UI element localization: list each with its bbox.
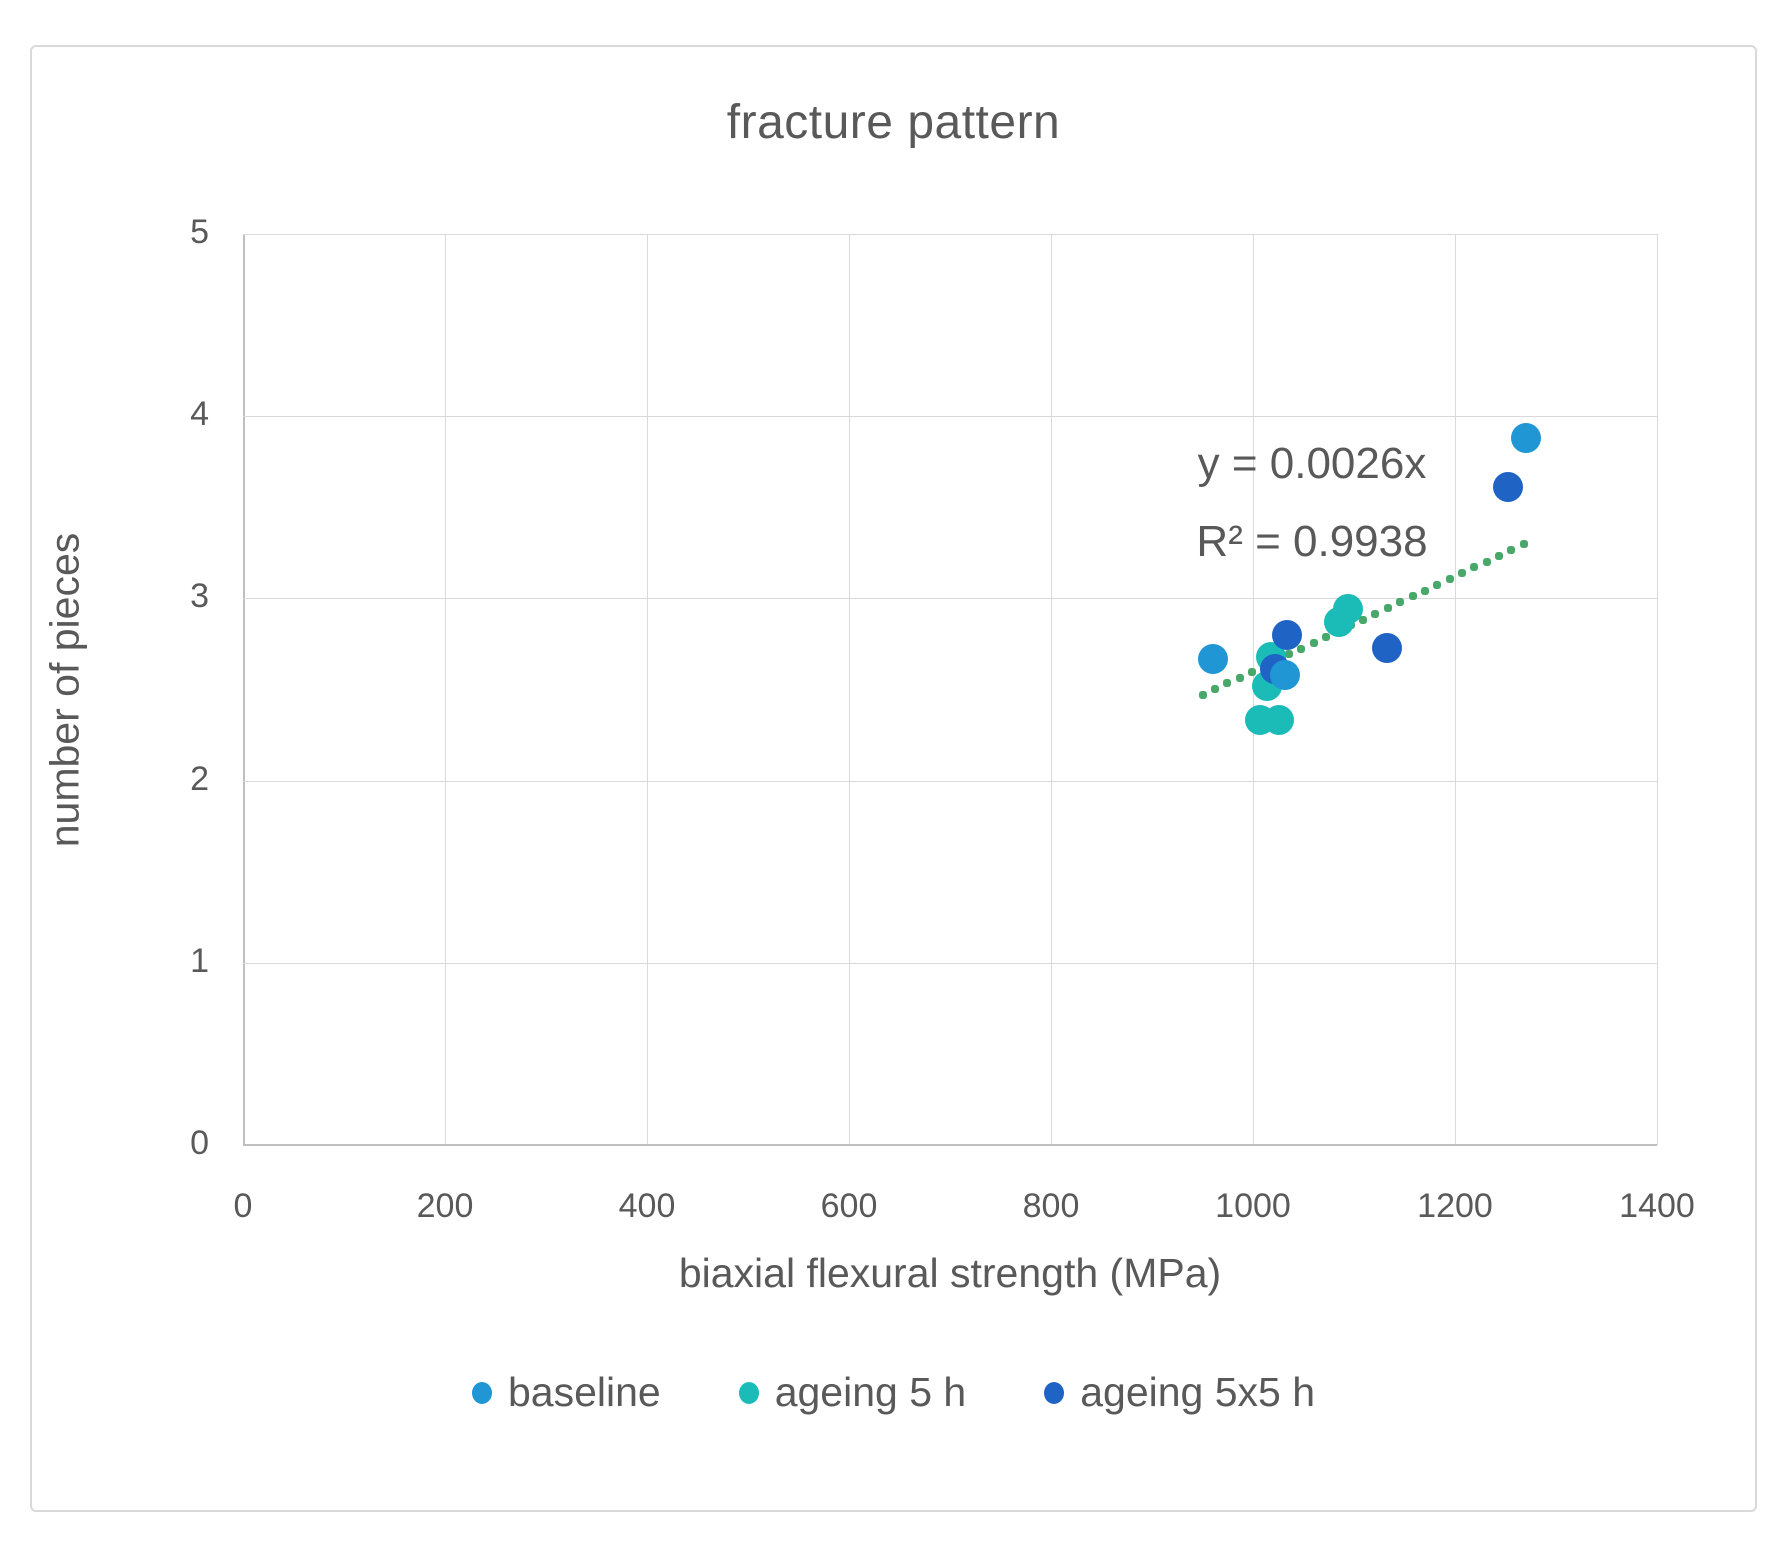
y-tick-label: 5 [190,213,209,251]
trendline-dot [1322,633,1331,642]
horizontal-gridline [243,234,1657,235]
x-tick-label: 600 [820,1187,878,1225]
trendline-dot [1297,644,1306,653]
legend-item-baseline: baseline [471,1369,661,1416]
y-axis-title: number of pieces [41,532,88,848]
trendline-dot [1284,650,1293,659]
data-point-ageing-5x5-h [1272,619,1303,650]
horizontal-gridline [243,416,1657,418]
y-tick-label: 1 [190,941,209,980]
data-point-ageing-5-h [1332,594,1363,625]
trendline-dot [1420,586,1429,595]
data-point-baseline [1197,643,1228,674]
ageing-5h-marker-icon [738,1381,759,1404]
trendline-dot [1383,604,1392,613]
chart-frame: fracture pattern y = 0.0026x R² = 0.9938… [30,45,1757,1512]
plot-area [243,234,1658,1146]
trendline-dot [1309,638,1318,647]
y-tick-label: 0 [190,1124,209,1162]
legend: baseline ageing 5 h ageing 5x5 h [32,1369,1755,1416]
trendline-dot [1519,540,1528,549]
vertical-gridline [445,234,446,1145]
ageing-5x5h-marker-icon [1044,1381,1065,1404]
chart-title: fracture pattern [726,96,1061,149]
trendline-dot [1507,546,1516,555]
legend-item-ageing-5x5h: ageing 5x5 h [1044,1369,1315,1416]
trendline-dot [1445,575,1454,584]
trendline-dot [1359,615,1368,624]
y-tick-label: 4 [190,395,209,434]
x-tick-label: 0 [233,1187,253,1225]
x-tick-label: 1000 [1215,1187,1291,1225]
trendline-dot [1457,569,1466,578]
legend-label-ageing-5h: ageing 5 h [774,1369,967,1415]
horizontal-gridline [243,962,1657,964]
trendline-equation: y = 0.0026x [1197,439,1427,488]
data-point-ageing-5x5-h [1372,632,1403,663]
y-axis-line [243,234,245,1145]
trendline-dot [1210,685,1219,694]
horizontal-gridline [243,598,1657,600]
trendline-dot [1494,551,1503,560]
x-tick-label: 800 [1022,1187,1080,1225]
data-point-ageing-5-h [1264,705,1295,736]
vertical-gridline [849,234,850,1145]
trendline-annotation-block: y = 0.0026x R² = 0.9938 [1102,425,1522,581]
y-tick-label: 3 [190,577,209,616]
trendline-dot [1433,580,1442,589]
legend-label-ageing-5x5h: ageing 5x5 h [1080,1369,1316,1415]
x-tick-label: 400 [618,1187,676,1225]
vertical-gridline [1051,234,1052,1145]
trendline-dot [1482,557,1491,566]
vertical-gridline [1455,234,1456,1145]
trendline-dot [1371,609,1380,618]
legend-label-baseline: baseline [507,1369,661,1415]
legend-item-ageing-5h: ageing 5 h [738,1369,967,1416]
trendline-dot [1223,679,1232,688]
y-tick-label: 2 [190,759,209,798]
horizontal-gridline [243,780,1657,782]
trendline-dot [1470,563,1479,572]
vertical-gridline [647,234,648,1145]
trendline-dot [1396,598,1405,607]
data-point-ageing-5x5-h [1492,472,1523,503]
x-tick-label: 1400 [1619,1187,1695,1225]
data-point-baseline [1510,423,1541,454]
trendline-r-squared: R² = 0.9938 [1196,517,1428,566]
data-point-baseline [1270,659,1301,690]
vertical-gridline [1657,234,1658,1145]
baseline-marker-icon [471,1381,492,1404]
x-axis-line [243,1144,1657,1146]
x-tick-label: 1200 [1417,1187,1493,1225]
trendline-dot [1198,690,1207,699]
x-axis-title: biaxial flexural strength (MPa) [678,1250,1222,1296]
trendline-dot [1247,667,1256,676]
trendline-dot [1235,673,1244,682]
trendline-dot [1408,592,1417,601]
x-tick-label: 200 [416,1187,474,1225]
